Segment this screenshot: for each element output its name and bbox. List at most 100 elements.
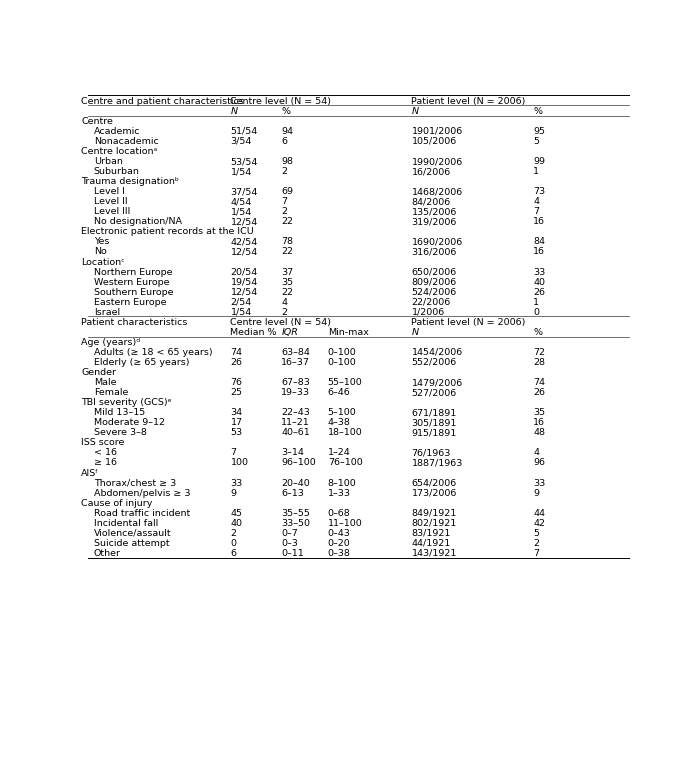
Text: N: N <box>412 328 419 336</box>
Text: 33: 33 <box>533 268 545 276</box>
Text: 7: 7 <box>230 449 237 458</box>
Text: 1: 1 <box>533 167 539 176</box>
Text: 69: 69 <box>281 187 293 196</box>
Text: 4–38: 4–38 <box>328 418 351 427</box>
Text: Yes: Yes <box>94 237 109 246</box>
Text: 1690/2006: 1690/2006 <box>412 237 463 246</box>
Text: 1/2006: 1/2006 <box>412 307 444 317</box>
Text: 22: 22 <box>281 217 293 227</box>
Text: Road traffic incident: Road traffic incident <box>94 509 190 518</box>
Text: 76: 76 <box>230 378 242 387</box>
Text: 1–24: 1–24 <box>328 449 351 458</box>
Text: 33: 33 <box>533 478 545 488</box>
Text: Locationᶜ: Locationᶜ <box>81 258 125 266</box>
Text: Centre level (N = 54): Centre level (N = 54) <box>230 318 332 327</box>
Text: 33: 33 <box>230 478 243 488</box>
Text: N: N <box>412 107 419 116</box>
Text: Female: Female <box>94 388 128 398</box>
Text: %: % <box>533 107 542 116</box>
Text: Centre locationᵃ: Centre locationᵃ <box>81 147 158 156</box>
Text: 105/2006: 105/2006 <box>412 137 456 146</box>
Text: 78: 78 <box>281 237 293 246</box>
Text: 4/54: 4/54 <box>230 197 252 206</box>
Text: ISS score: ISS score <box>81 439 125 447</box>
Text: 16: 16 <box>533 418 545 427</box>
Text: Abdomen/pelvis ≥ 3: Abdomen/pelvis ≥ 3 <box>94 488 190 497</box>
Text: 83/1921: 83/1921 <box>412 529 451 538</box>
Text: 0–20: 0–20 <box>328 539 351 548</box>
Text: No designation/NA: No designation/NA <box>94 217 182 227</box>
Text: 6–13: 6–13 <box>281 488 304 497</box>
Text: Northern Europe: Northern Europe <box>94 268 172 276</box>
Text: 0–7: 0–7 <box>281 529 298 538</box>
Text: 7: 7 <box>533 208 539 216</box>
Text: 40–61: 40–61 <box>281 428 310 437</box>
Text: 0–68: 0–68 <box>328 509 351 518</box>
Text: 35: 35 <box>533 408 545 417</box>
Text: Trauma designationᵇ: Trauma designationᵇ <box>81 177 179 186</box>
Text: 527/2006: 527/2006 <box>412 388 456 398</box>
Text: 28: 28 <box>533 358 545 367</box>
Text: 2/54: 2/54 <box>230 298 252 307</box>
Text: 55–100: 55–100 <box>328 378 363 387</box>
Text: 1887/1963: 1887/1963 <box>412 459 463 468</box>
Text: Suburban: Suburban <box>94 167 139 176</box>
Text: 42: 42 <box>533 519 545 528</box>
Text: 96: 96 <box>533 459 545 468</box>
Text: 44/1921: 44/1921 <box>412 539 451 548</box>
Text: 19/54: 19/54 <box>230 278 258 287</box>
Text: 44: 44 <box>533 509 545 518</box>
Text: 3/54: 3/54 <box>230 137 252 146</box>
Text: 671/1891: 671/1891 <box>412 408 456 417</box>
Text: 0–3: 0–3 <box>281 539 298 548</box>
Text: 809/2006: 809/2006 <box>412 278 456 287</box>
Text: 7: 7 <box>281 197 287 206</box>
Text: 18–100: 18–100 <box>328 428 363 437</box>
Text: 42/54: 42/54 <box>230 237 258 246</box>
Text: 22–43: 22–43 <box>281 408 310 417</box>
Text: Male: Male <box>94 378 116 387</box>
Text: 74: 74 <box>533 378 545 387</box>
Text: 94: 94 <box>281 127 293 136</box>
Text: Moderate 9–12: Moderate 9–12 <box>94 418 164 427</box>
Text: 20/54: 20/54 <box>230 268 258 276</box>
Text: 915/1891: 915/1891 <box>412 428 456 437</box>
Text: 72: 72 <box>533 348 545 357</box>
Text: 12/54: 12/54 <box>230 288 258 297</box>
Text: 1/54: 1/54 <box>230 167 252 176</box>
Text: 2: 2 <box>533 539 539 548</box>
Text: 0: 0 <box>533 307 539 317</box>
Text: 319/2006: 319/2006 <box>412 217 457 227</box>
Text: 135/2006: 135/2006 <box>412 208 457 216</box>
Text: 654/2006: 654/2006 <box>412 478 456 488</box>
Text: 35–55: 35–55 <box>281 509 310 518</box>
Text: Cause of injury: Cause of injury <box>81 499 153 507</box>
Text: 1/54: 1/54 <box>230 307 252 317</box>
Text: 37/54: 37/54 <box>230 187 258 196</box>
Text: 22: 22 <box>281 247 293 256</box>
Text: 2: 2 <box>281 167 287 176</box>
Text: 0–100: 0–100 <box>328 348 356 357</box>
Text: Mild 13–15: Mild 13–15 <box>94 408 145 417</box>
Text: Median %: Median % <box>230 328 277 336</box>
Text: 1479/2006: 1479/2006 <box>412 378 463 387</box>
Text: 40: 40 <box>230 519 242 528</box>
Text: 0–100: 0–100 <box>328 358 356 367</box>
Text: 48: 48 <box>533 428 545 437</box>
Text: IQR: IQR <box>281 328 298 336</box>
Text: 12/54: 12/54 <box>230 247 258 256</box>
Text: < 16: < 16 <box>94 449 117 458</box>
Text: 95: 95 <box>533 127 545 136</box>
Text: 16/2006: 16/2006 <box>412 167 451 176</box>
Text: 73: 73 <box>533 187 545 196</box>
Text: Other: Other <box>94 549 120 558</box>
Text: 305/1891: 305/1891 <box>412 418 457 427</box>
Text: 1990/2006: 1990/2006 <box>412 157 463 166</box>
Text: 8–100: 8–100 <box>328 478 356 488</box>
Text: 0–11: 0–11 <box>281 549 304 558</box>
Text: 20–40: 20–40 <box>281 478 310 488</box>
Text: 0: 0 <box>230 539 237 548</box>
Text: 34: 34 <box>230 408 243 417</box>
Text: 849/1921: 849/1921 <box>412 509 456 518</box>
Text: 9: 9 <box>230 488 237 497</box>
